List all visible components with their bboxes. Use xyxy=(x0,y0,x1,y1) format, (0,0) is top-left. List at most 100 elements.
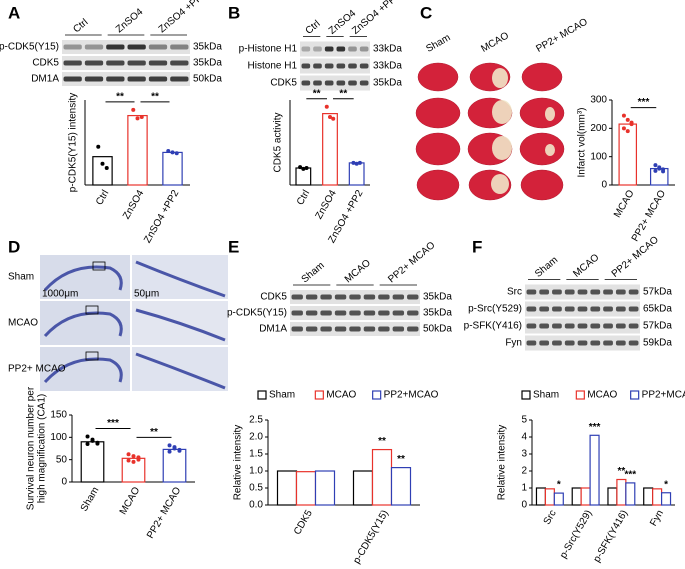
data-point xyxy=(621,113,626,118)
blot-band xyxy=(590,289,601,295)
blot-band xyxy=(628,323,639,329)
blot-band xyxy=(63,44,82,50)
data-point xyxy=(629,120,634,125)
legend-label: Sham xyxy=(269,390,295,401)
bar xyxy=(162,448,187,483)
data-point xyxy=(661,169,666,174)
bar xyxy=(352,470,374,506)
data-point xyxy=(653,163,658,168)
data-point xyxy=(653,168,658,173)
blot-strip xyxy=(300,58,370,74)
bar xyxy=(618,123,638,186)
blot-band xyxy=(378,326,390,332)
significance-label: ** xyxy=(397,454,405,465)
blot-band xyxy=(63,60,82,66)
bar xyxy=(535,487,547,506)
data-point xyxy=(170,150,175,155)
blot-band xyxy=(320,310,332,316)
scale-bar-label: 1000μm xyxy=(42,289,78,300)
blot-band xyxy=(313,63,322,69)
blot-row-label: DM1A xyxy=(259,324,287,335)
y-tick-label: 2 xyxy=(521,466,527,477)
panel-letter: D xyxy=(8,237,20,256)
legend-label: PP2+MCAO xyxy=(384,390,439,401)
bar xyxy=(625,482,636,506)
y-tick-label: 150 xyxy=(50,410,67,421)
blot-band xyxy=(334,294,347,300)
blot-band xyxy=(334,326,347,332)
bar xyxy=(607,487,618,506)
data-point xyxy=(301,166,306,171)
y-tick-label: 0 xyxy=(61,477,67,488)
blot-band xyxy=(324,63,334,69)
blot-band xyxy=(603,323,613,329)
y-tick-label: 0.5 xyxy=(249,483,263,494)
y-axis-label: high magnification (CA1) xyxy=(37,394,48,504)
legend-label: Sham xyxy=(533,390,559,401)
blot-row-label: p-CDK5(Y15) xyxy=(0,42,59,53)
y-tick-label: 2.0 xyxy=(249,432,263,443)
blot-row-label: p-Src(Y529) xyxy=(468,304,522,315)
data-point xyxy=(621,126,626,131)
blot-kda: 33kDa xyxy=(373,44,402,55)
data-point xyxy=(131,459,136,464)
blot-band xyxy=(336,46,346,52)
bar xyxy=(616,478,627,506)
blot-band xyxy=(334,310,347,316)
blot-band xyxy=(127,44,146,50)
blot-band xyxy=(590,323,601,329)
image-row-label: Sham xyxy=(8,272,34,283)
y-tick-label: 1.5 xyxy=(249,449,263,460)
bar xyxy=(544,488,555,506)
blot-band xyxy=(148,60,168,66)
blot-band xyxy=(590,340,601,346)
blot-band xyxy=(359,80,369,86)
data-point xyxy=(328,115,332,119)
blot-band xyxy=(359,46,369,52)
y-tick-label: 0.0 xyxy=(249,500,263,511)
blot-band xyxy=(305,326,318,332)
y-tick-label: 4 xyxy=(521,432,527,443)
data-point xyxy=(331,116,336,121)
data-point xyxy=(657,166,662,171)
data-point xyxy=(90,437,95,442)
blot-band xyxy=(564,289,575,295)
blot-strip xyxy=(300,75,370,91)
bar xyxy=(660,492,672,506)
y-tick-label: 0 xyxy=(521,500,527,511)
blot-band xyxy=(378,294,390,300)
blot-band xyxy=(301,80,311,86)
blot-strip xyxy=(300,41,370,57)
bar xyxy=(322,112,338,186)
blot-band xyxy=(526,289,537,295)
legend-swatch xyxy=(314,390,324,400)
blot-kda: 57kDa xyxy=(643,287,672,298)
blot-band xyxy=(526,340,537,346)
legend-swatch xyxy=(372,390,382,400)
blot-band xyxy=(628,306,639,312)
blot-band xyxy=(324,46,334,52)
blot-band xyxy=(552,306,562,312)
blot-band xyxy=(564,340,575,346)
scale-bar-label: 50μm xyxy=(134,289,159,300)
blot-band xyxy=(615,340,626,346)
data-point xyxy=(96,144,101,149)
blot-band xyxy=(615,323,626,329)
blot-band xyxy=(336,63,346,69)
brain-images xyxy=(415,62,565,201)
blot-kda: 35kDa xyxy=(193,42,222,53)
blot-band xyxy=(320,294,332,300)
blot-band xyxy=(313,46,322,52)
data-point xyxy=(131,107,136,112)
y-tick-label: 1 xyxy=(521,483,527,494)
bar xyxy=(589,434,600,506)
blot-band xyxy=(170,76,189,82)
blot-band xyxy=(615,289,626,295)
blot-band xyxy=(291,310,303,316)
blot-band xyxy=(539,323,550,329)
blot-band xyxy=(349,310,361,316)
bar xyxy=(652,488,663,506)
blot-band xyxy=(378,310,390,316)
blot-row-label: p-CDK5(Y15) xyxy=(227,308,287,319)
blot-kda: 35kDa xyxy=(423,292,452,303)
